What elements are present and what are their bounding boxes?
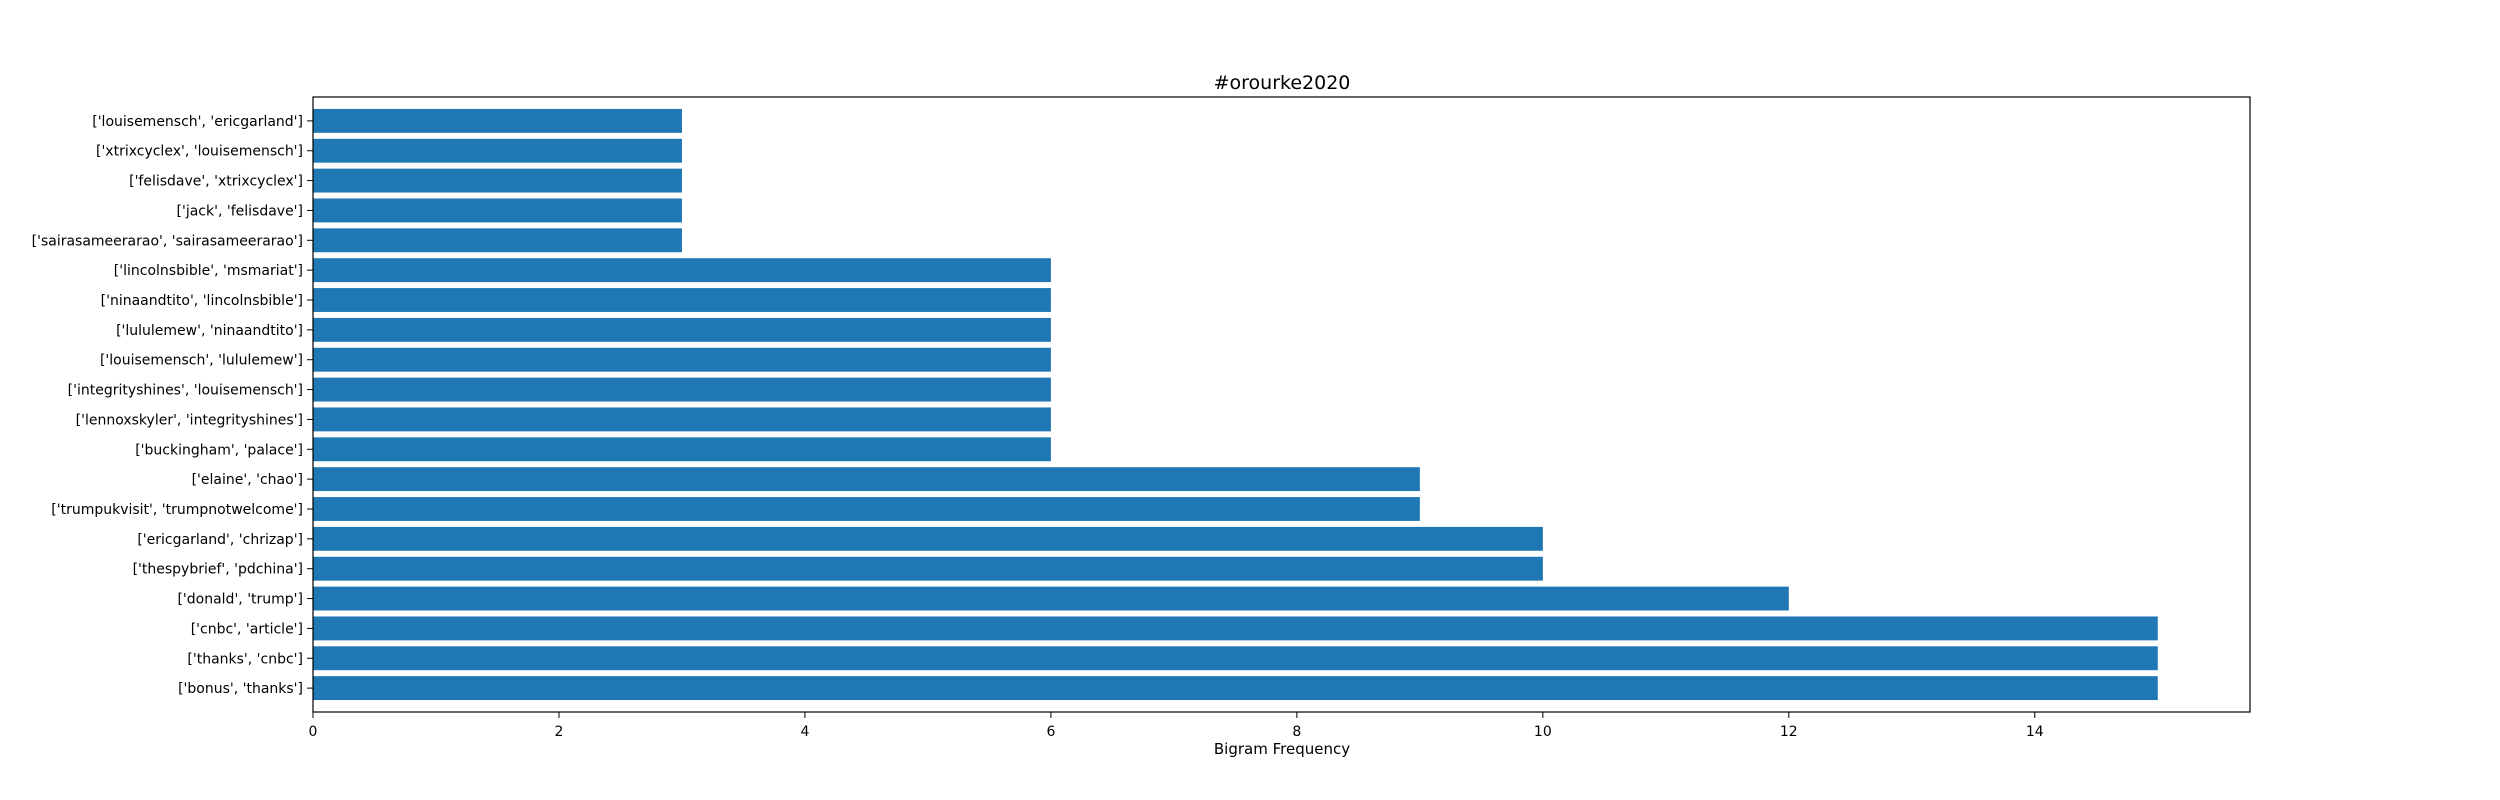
x-axis-label: Bigram Frequency bbox=[1214, 740, 1350, 758]
y-tick-label: ['louisemensch', 'lululemew'] bbox=[100, 353, 303, 369]
bar bbox=[313, 168, 682, 193]
y-tick-label: ['elaine', 'chao'] bbox=[192, 472, 303, 488]
bars-group bbox=[313, 108, 2158, 701]
y-tick-label: ['jack', 'felisdave'] bbox=[177, 203, 303, 219]
bar bbox=[313, 526, 1543, 551]
bar bbox=[313, 586, 1789, 611]
bar bbox=[313, 646, 2158, 671]
x-tick-label: 4 bbox=[800, 724, 809, 740]
y-tick-label: ['thanks', 'cnbc'] bbox=[187, 651, 303, 667]
y-tick-label: ['thespybrief', 'pdchina'] bbox=[133, 562, 303, 578]
y-axis-ticks: ['bonus', 'thanks'] ['thanks', 'cnbc'] ['c… bbox=[32, 114, 313, 697]
bar bbox=[313, 676, 2158, 701]
bar bbox=[313, 497, 1420, 521]
x-tick-label: 0 bbox=[309, 724, 318, 740]
x-tick-label: 2 bbox=[555, 724, 564, 740]
bar bbox=[313, 288, 1051, 312]
bar bbox=[313, 347, 1051, 372]
bar bbox=[313, 228, 682, 253]
bar bbox=[313, 616, 2158, 641]
x-tick-label: 8 bbox=[1292, 724, 1301, 740]
plot-frame bbox=[312, 96, 2251, 713]
y-tick-label: ['ninaandtito', 'lincolnsbible'] bbox=[101, 293, 303, 309]
y-tick-label: ['trumpukvisit', 'trumpnotwelcome'] bbox=[51, 502, 303, 518]
bar bbox=[313, 258, 1051, 283]
bar bbox=[313, 108, 682, 133]
y-tick-label: ['buckingham', 'palace'] bbox=[135, 442, 303, 458]
y-tick-label: ['integrityshines', 'louisemensch'] bbox=[68, 383, 303, 399]
y-tick-label: ['felisdave', 'xtrixcyclex'] bbox=[129, 174, 303, 190]
bar bbox=[313, 407, 1051, 432]
bar bbox=[313, 467, 1420, 492]
bar bbox=[313, 556, 1543, 581]
x-axis-ticks: 0 2 4 6 8 10 12 14 bbox=[309, 712, 2044, 740]
y-tick-label: ['lennoxskyler', 'integrityshines'] bbox=[76, 412, 303, 428]
y-tick-label: ['cnbc', 'article'] bbox=[191, 621, 303, 637]
y-tick-label: ['louisemensch', 'ericgarland'] bbox=[92, 114, 303, 130]
y-tick-label: ['lincolnsbible', 'msmariat'] bbox=[114, 263, 303, 279]
bar bbox=[313, 198, 682, 223]
x-tick-label: 6 bbox=[1046, 724, 1055, 740]
x-tick-label: 10 bbox=[1534, 724, 1552, 740]
bar bbox=[313, 317, 1051, 342]
y-tick-label: ['sairasameerarao', 'sairasameerarao'] bbox=[32, 233, 303, 249]
chart-title: #orourke2020 bbox=[1214, 72, 1351, 94]
x-tick-label: 14 bbox=[2026, 724, 2044, 740]
y-tick-label: ['bonus', 'thanks'] bbox=[178, 681, 303, 697]
bar bbox=[313, 437, 1051, 462]
x-tick-label: 12 bbox=[1780, 724, 1798, 740]
y-tick-label: ['ericgarland', 'chrizap'] bbox=[137, 532, 303, 548]
y-tick-label: ['lululemew', 'ninaandtito'] bbox=[116, 323, 303, 339]
bar bbox=[313, 377, 1051, 402]
y-tick-label: ['xtrixcyclex', 'louisemensch'] bbox=[96, 144, 303, 160]
bar bbox=[313, 138, 682, 163]
y-tick-label: ['donald', 'trump'] bbox=[177, 592, 303, 608]
